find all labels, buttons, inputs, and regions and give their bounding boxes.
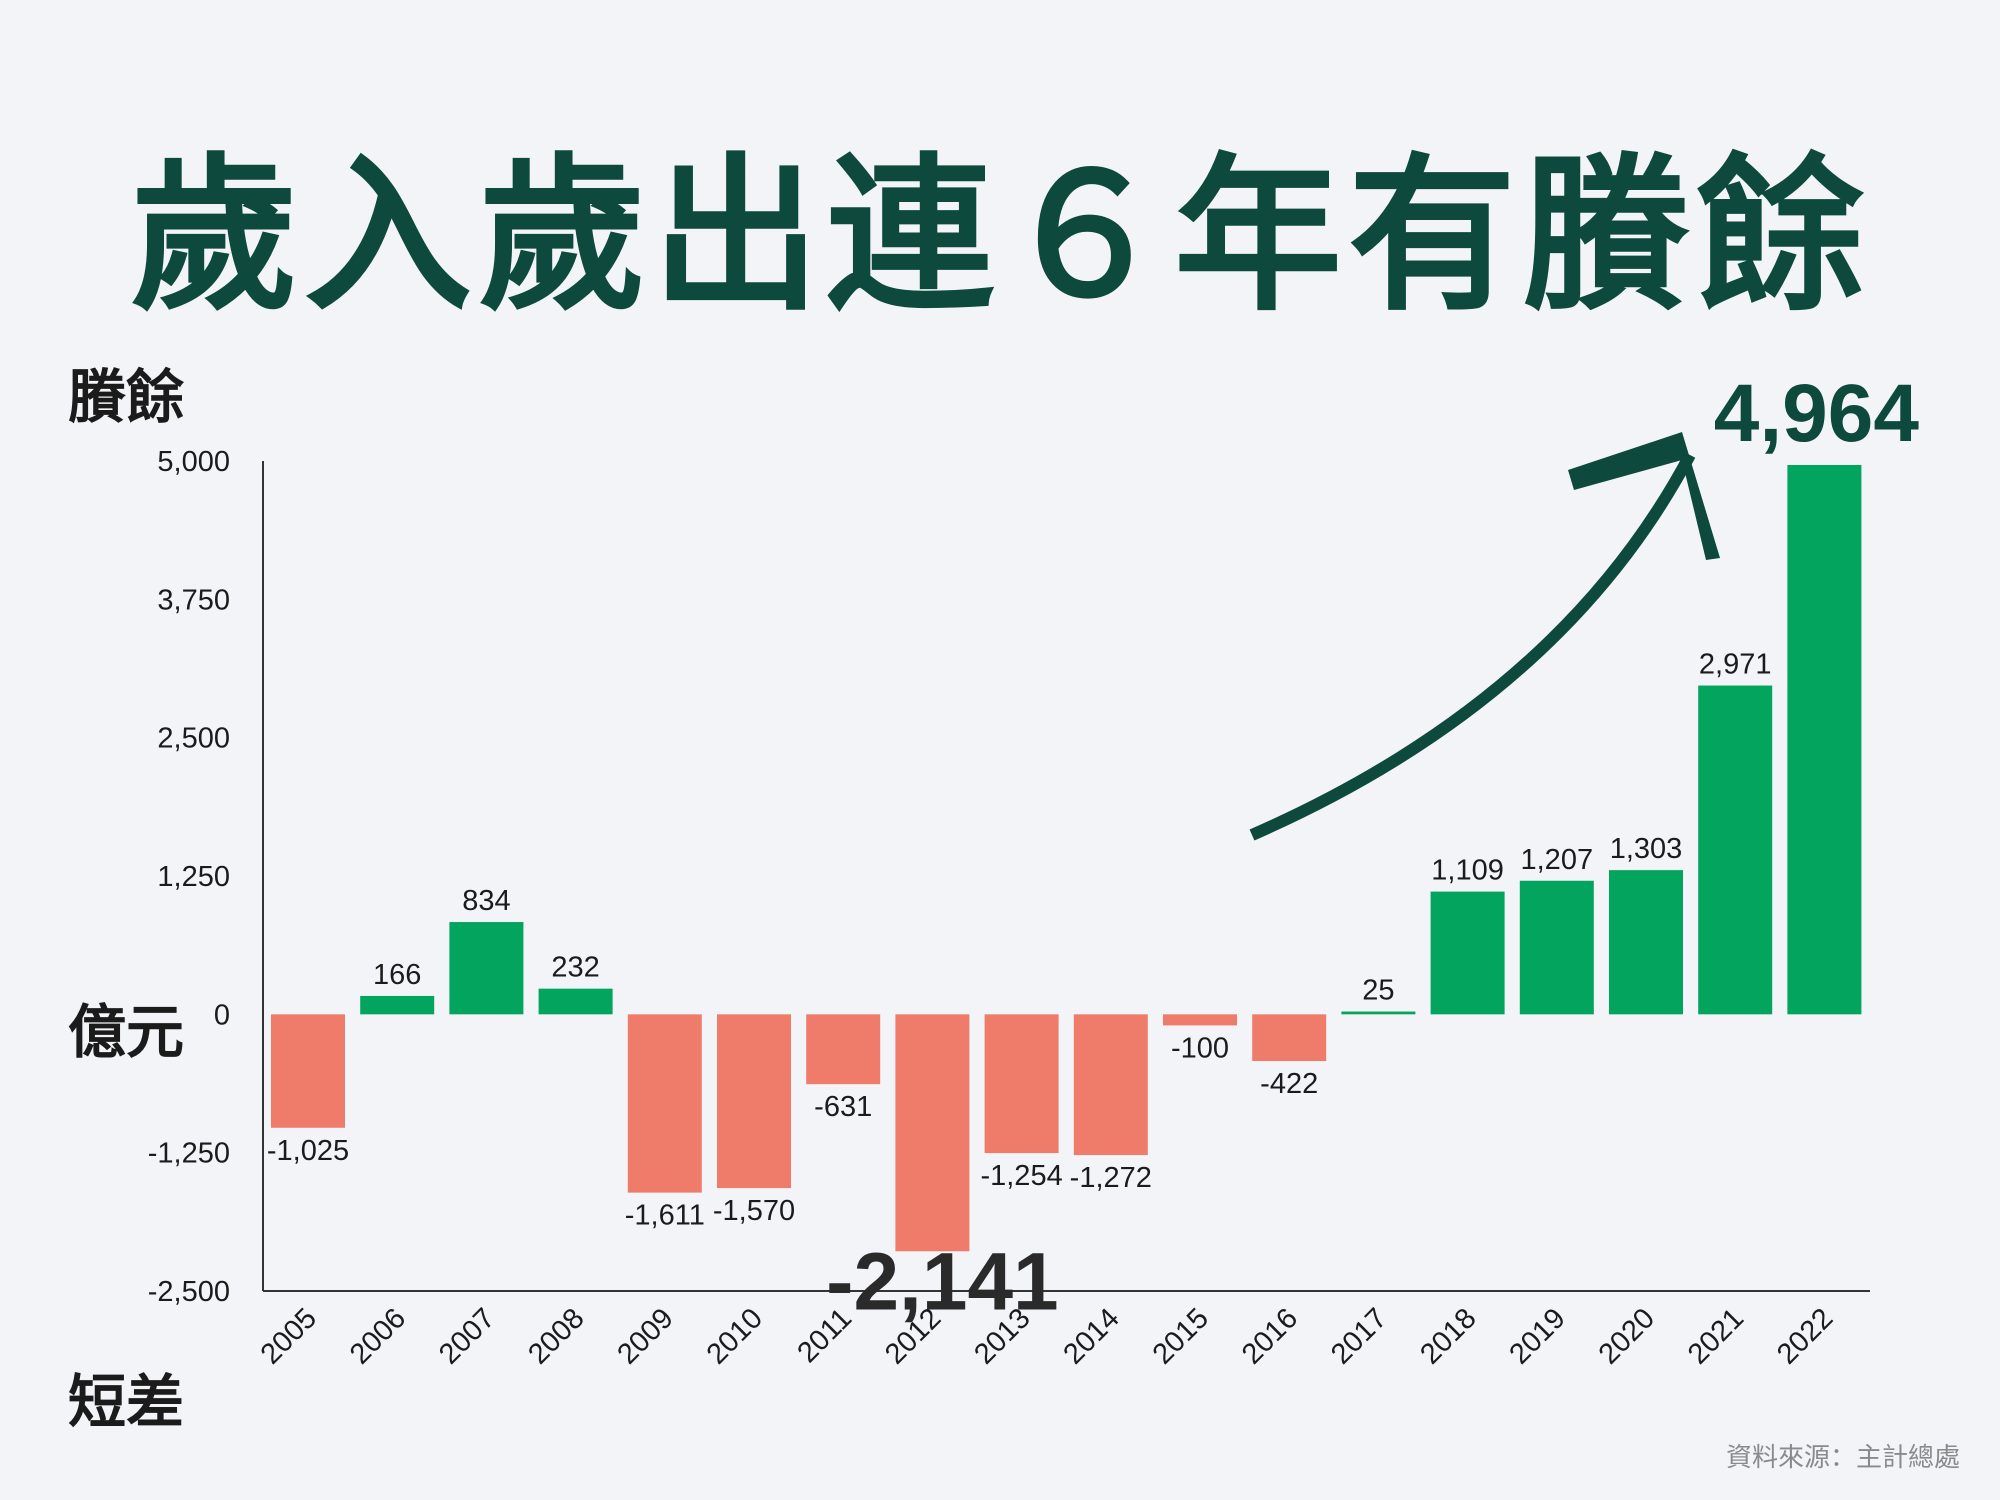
- bar-2018: [1430, 891, 1505, 1015]
- x-tick-label-2017: 2017: [1325, 1302, 1393, 1370]
- y-tick-label: -2,500: [148, 1276, 230, 1308]
- bar-2021: [1698, 685, 1773, 1015]
- x-tick-label-2010: 2010: [701, 1302, 769, 1370]
- value-label-2012: -2,141: [826, 1236, 1059, 1327]
- bar-2012: [895, 1014, 970, 1252]
- bar-2016: [1252, 1014, 1327, 1062]
- x-tick-label-2016: 2016: [1236, 1302, 1304, 1370]
- bar-2017: [1341, 1011, 1416, 1015]
- bar-2022: [1787, 464, 1862, 1015]
- bar-2007: [449, 922, 524, 1015]
- x-tick-label-2005: 2005: [255, 1302, 323, 1370]
- x-tick-label-2020: 2020: [1593, 1302, 1661, 1370]
- x-tick-label-2021: 2021: [1682, 1302, 1750, 1370]
- x-tick-label-2022: 2022: [1771, 1302, 1839, 1370]
- value-label-2014: -1,272: [1070, 1162, 1152, 1194]
- value-label-2017: 25: [1362, 975, 1394, 1007]
- deficit-axis-label: 短差: [68, 1368, 185, 1436]
- value-label-2006: 166: [373, 959, 421, 991]
- x-tick-label-2006: 2006: [344, 1302, 412, 1370]
- surplus-axis-label: 賸餘: [68, 363, 185, 431]
- bar-2010: [717, 1014, 791, 1189]
- value-label-2010: -1,570: [713, 1195, 795, 1227]
- y-tick-label: -1,250: [148, 1138, 230, 1170]
- value-label-2015: -100: [1171, 1032, 1229, 1064]
- y-tick-label: 3,750: [157, 584, 230, 616]
- value-label-2021: 2,971: [1699, 649, 1772, 681]
- value-label-2018: 1,109: [1431, 855, 1504, 887]
- unit-label: 億元: [68, 998, 185, 1066]
- value-label-2007: 834: [462, 885, 510, 917]
- x-tick-label-2014: 2014: [1058, 1302, 1126, 1370]
- arrow-head-icon: [1568, 432, 1720, 560]
- y-tick-label: 2,500: [157, 723, 230, 755]
- x-tick-label-2008: 2008: [522, 1302, 590, 1370]
- source-note: 資料來源：主計總處: [1725, 1443, 1960, 1473]
- bars: [271, 464, 1862, 1252]
- trend-arrow: [1249, 432, 1720, 841]
- bar-2020: [1609, 870, 1683, 1015]
- bar-2013: [984, 1014, 1059, 1154]
- x-tick-label-2019: 2019: [1504, 1302, 1572, 1370]
- page-title: 歲入歲出連６年有賸餘: [130, 138, 1870, 334]
- value-label-2022: 4,964: [1714, 368, 1920, 459]
- x-tick-label-2015: 2015: [1147, 1302, 1215, 1370]
- x-tick-label-2007: 2007: [433, 1302, 501, 1370]
- bar-2015: [1163, 1014, 1237, 1026]
- bar-2011: [806, 1014, 881, 1085]
- value-label-2019: 1,207: [1521, 844, 1594, 876]
- bar-2005: [271, 1014, 345, 1128]
- value-label-2013: -1,254: [980, 1160, 1062, 1192]
- value-label-2008: 232: [551, 952, 599, 984]
- value-label-2020: 1,303: [1610, 833, 1683, 865]
- bar-2009: [627, 1014, 702, 1193]
- bar-2006: [360, 995, 435, 1015]
- value-label-2009: -1,611: [625, 1200, 705, 1232]
- bar-2014: [1073, 1014, 1148, 1156]
- value-label-2011: -631: [814, 1091, 872, 1123]
- trend-arrow-icon: [1249, 452, 1696, 841]
- bar-2008: [538, 988, 613, 1015]
- value-labels: -1,025 166 834 232 -1,611 -1,570 -631 -2,141 -1,…: [267, 368, 1920, 1327]
- x-tick-label-2018: 2018: [1414, 1302, 1482, 1370]
- y-tick-label: 1,250: [157, 861, 230, 893]
- bar-2019: [1519, 880, 1594, 1015]
- y-tick-label: 0: [214, 999, 230, 1031]
- value-label-2016: -422: [1260, 1068, 1318, 1100]
- x-tick-label-2009: 2009: [612, 1302, 680, 1370]
- value-label-2005: -1,025: [267, 1135, 349, 1167]
- y-tick-label: 5,000: [157, 446, 230, 478]
